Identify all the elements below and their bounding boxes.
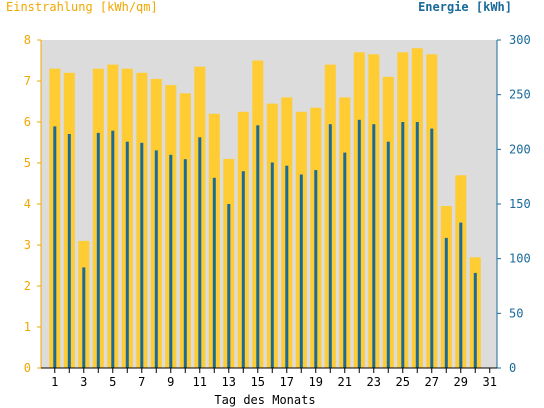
x-tick-label: 31 bbox=[483, 375, 497, 389]
energy-bar bbox=[401, 122, 405, 368]
x-tick-label: 1 bbox=[51, 375, 58, 389]
energy-bar bbox=[314, 170, 318, 368]
x-tick-label: 3 bbox=[80, 375, 87, 389]
left-axis-title: Einstrahlung [kWh/qm] bbox=[6, 0, 158, 14]
left-tick-label: 3 bbox=[24, 238, 31, 252]
energy-bar bbox=[357, 119, 361, 368]
energy-bar bbox=[198, 137, 202, 368]
right-tick-label: 250 bbox=[509, 88, 531, 102]
energy-bar bbox=[212, 177, 216, 368]
energy-bar bbox=[386, 141, 390, 368]
energy-bar bbox=[82, 267, 86, 368]
left-tick-label: 5 bbox=[24, 156, 31, 170]
x-tick-label: 5 bbox=[109, 375, 116, 389]
energy-bar bbox=[241, 171, 245, 368]
energy-bar bbox=[328, 124, 332, 368]
x-tick-label: 7 bbox=[138, 375, 145, 389]
energy-bar bbox=[343, 152, 347, 368]
right-axis-ticks: 0 50 100 150 200 250 300 bbox=[497, 33, 531, 375]
energy-bar bbox=[415, 122, 419, 368]
energy-bar bbox=[169, 154, 173, 368]
right-axis-title: Energie [kWh] bbox=[418, 0, 512, 14]
energy-bar bbox=[256, 125, 260, 368]
right-tick-label: 100 bbox=[509, 252, 531, 266]
left-tick-label: 4 bbox=[24, 197, 31, 211]
energy-bar bbox=[125, 141, 129, 368]
energy-bar bbox=[227, 204, 231, 368]
energy-bar bbox=[183, 159, 187, 368]
left-tick-label: 6 bbox=[24, 115, 31, 129]
energy-bar bbox=[299, 174, 303, 368]
x-tick-label: 15 bbox=[251, 375, 265, 389]
energy-bar bbox=[96, 132, 100, 368]
left-tick-label: 2 bbox=[24, 279, 31, 293]
left-tick-label: 8 bbox=[24, 33, 31, 47]
left-axis-ticks: 0 1 2 3 4 5 6 7 8 bbox=[24, 33, 41, 375]
energy-bar bbox=[111, 130, 115, 368]
left-tick-label: 0 bbox=[24, 361, 31, 375]
right-tick-label: 200 bbox=[509, 142, 531, 156]
x-tick-label: 21 bbox=[338, 375, 352, 389]
energy-bar bbox=[444, 237, 448, 368]
x-tick-label: 13 bbox=[222, 375, 236, 389]
right-tick-label: 150 bbox=[509, 197, 531, 211]
energy-bar bbox=[140, 142, 144, 368]
x-tick-label: 11 bbox=[193, 375, 207, 389]
x-tick-label: 23 bbox=[367, 375, 381, 389]
left-tick-label: 1 bbox=[24, 320, 31, 334]
energy-bar bbox=[154, 150, 158, 368]
x-axis-ticks: 1 3 5 7 9 11 13 15 17 19 21 23 25 27 29 31 bbox=[51, 368, 497, 389]
energy-bar bbox=[473, 272, 477, 368]
energy-bars bbox=[53, 119, 477, 369]
x-tick-label: 29 bbox=[454, 375, 468, 389]
x-tick-label: 19 bbox=[309, 375, 323, 389]
x-tick-label: 9 bbox=[167, 375, 174, 389]
right-tick-label: 0 bbox=[509, 361, 516, 375]
x-axis-label: Tag des Monats bbox=[214, 393, 315, 407]
x-tick-label: 25 bbox=[396, 375, 410, 389]
right-tick-label: 300 bbox=[509, 33, 531, 47]
right-tick-label: 50 bbox=[509, 306, 523, 320]
energy-bar bbox=[53, 126, 57, 369]
x-tick-label: 27 bbox=[425, 375, 439, 389]
x-tick-label: 17 bbox=[280, 375, 294, 389]
energy-bar bbox=[67, 134, 71, 368]
energy-bar bbox=[285, 165, 289, 368]
energy-bar bbox=[372, 124, 376, 368]
energy-bar bbox=[270, 162, 274, 368]
energy-bar bbox=[459, 222, 463, 368]
energy-bar bbox=[430, 128, 434, 368]
left-tick-label: 7 bbox=[24, 74, 31, 88]
